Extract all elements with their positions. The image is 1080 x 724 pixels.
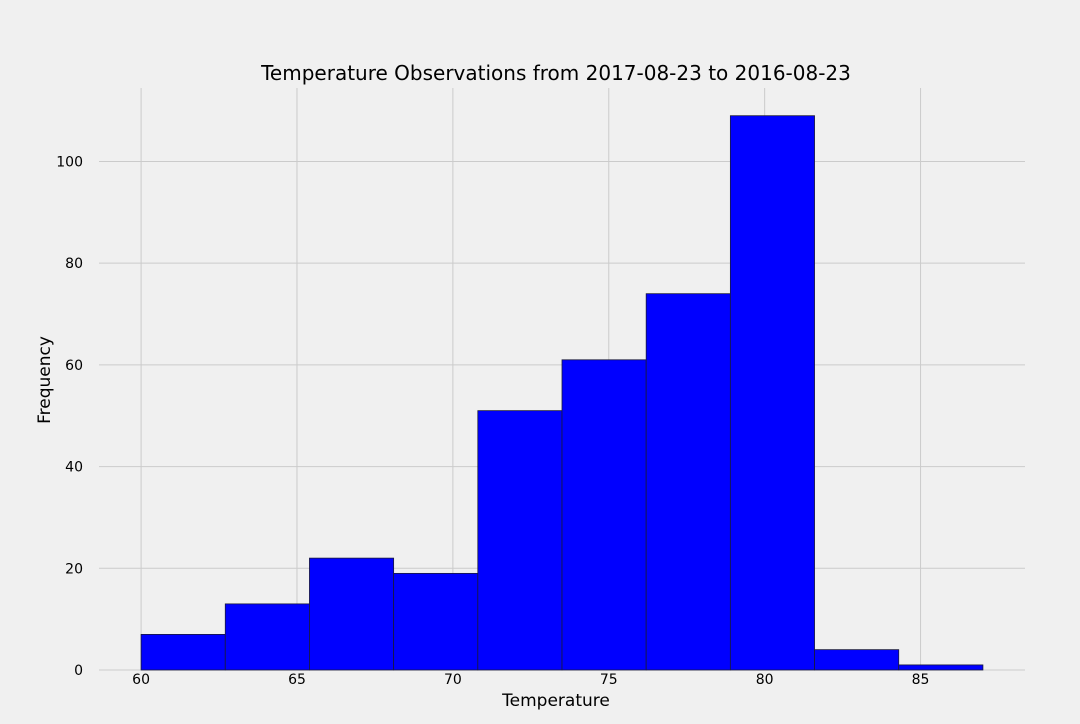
- histogram-bar: [561, 359, 647, 671]
- y-tick-label: 60: [65, 358, 83, 374]
- histogram-bar: [140, 634, 226, 671]
- histogram-bar: [393, 572, 479, 671]
- histogram-bars: [140, 115, 984, 671]
- histogram-bar: [309, 557, 395, 671]
- y-axis-label: Frequency: [35, 336, 55, 424]
- x-tick-label: 80: [756, 672, 774, 688]
- y-axis-ticks: 0 20 40 60 80 100: [56, 154, 83, 679]
- histogram-bar: [224, 603, 310, 671]
- y-tick-label: 80: [65, 256, 83, 272]
- histogram-bar: [645, 293, 731, 671]
- y-tick-label: 40: [65, 460, 83, 476]
- y-tick-label: 100: [56, 154, 83, 170]
- y-tick-label: 20: [65, 561, 83, 577]
- x-tick-label: 70: [444, 672, 462, 688]
- x-tick-label: 65: [288, 672, 306, 688]
- x-tick-label: 85: [912, 672, 930, 688]
- x-tick-label: 60: [132, 672, 150, 688]
- histogram-bar: [898, 664, 984, 671]
- histogram-bar: [477, 410, 563, 671]
- histogram-bar: [729, 115, 815, 671]
- histogram-bar: [814, 649, 900, 671]
- chart-title: Temperature Observations from 2017-08-23…: [260, 61, 851, 85]
- x-tick-label: 75: [600, 672, 618, 688]
- y-tick-label: 0: [74, 663, 83, 679]
- x-axis-label: Temperature: [501, 691, 610, 711]
- x-axis-ticks: 60 65 70 75 80 85: [132, 672, 929, 688]
